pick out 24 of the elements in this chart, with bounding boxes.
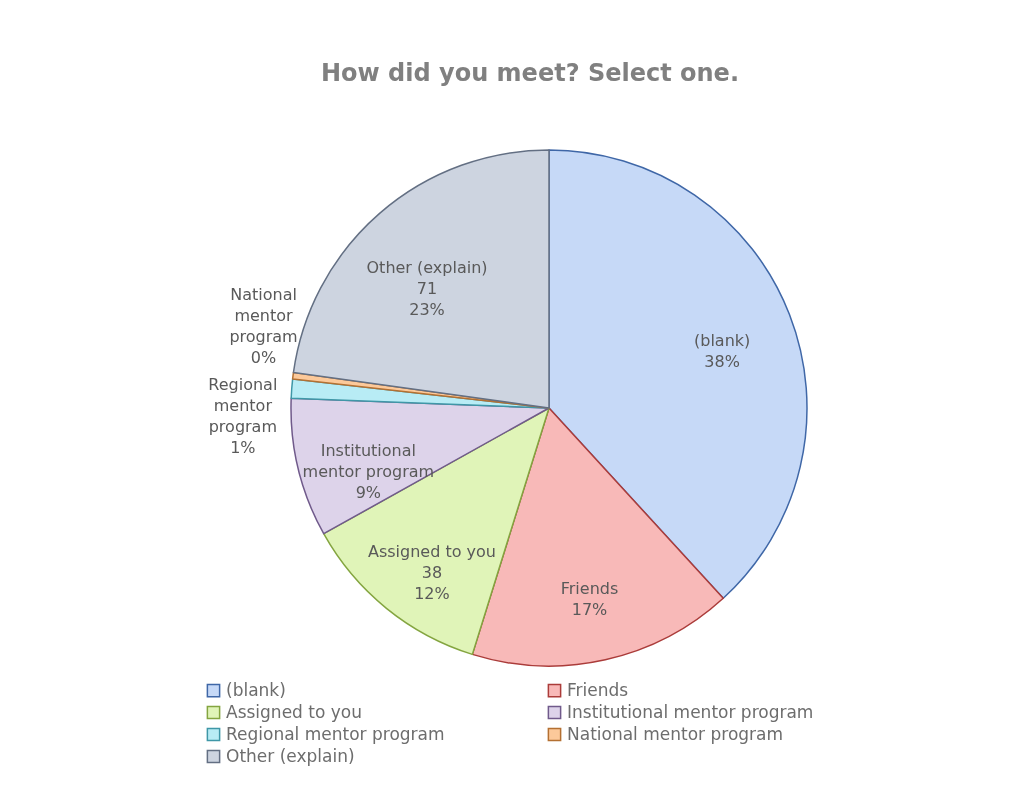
legend-label: Assigned to you — [226, 701, 362, 722]
data-label: 9% — [355, 483, 382, 503]
data-label: 1% — [230, 437, 256, 457]
legend-label: Regional mentor program — [226, 723, 445, 744]
legend-label: National mentor program — [567, 723, 784, 744]
slice-label: (blank) — [693, 330, 751, 350]
slice-label: Assigned to you — [367, 542, 496, 562]
slice-label: National mentor program — [229, 284, 298, 346]
data-label: 38 12% — [414, 563, 450, 604]
legend-label: Other (explain) — [226, 745, 355, 766]
slice-label: Regional mentor program — [208, 374, 278, 436]
data-label: 17% — [571, 600, 608, 620]
data-label: 71 23% — [409, 278, 445, 319]
slice-label: Other (explain) — [366, 257, 488, 277]
slice-label: Institutional mentor program — [302, 441, 435, 482]
legend-label: (blank) — [226, 679, 286, 700]
legend-label: Institutional mentor program — [567, 701, 814, 722]
data-label: 38% — [704, 351, 740, 371]
pie-slice — [290, 397, 550, 535]
slice-label: Friends — [560, 579, 619, 599]
legend-label: Friends — [567, 679, 629, 700]
pie-slice — [548, 149, 808, 600]
data-label: 0% — [250, 347, 277, 367]
chart-title: How did you meet? Select one. — [320, 59, 740, 87]
